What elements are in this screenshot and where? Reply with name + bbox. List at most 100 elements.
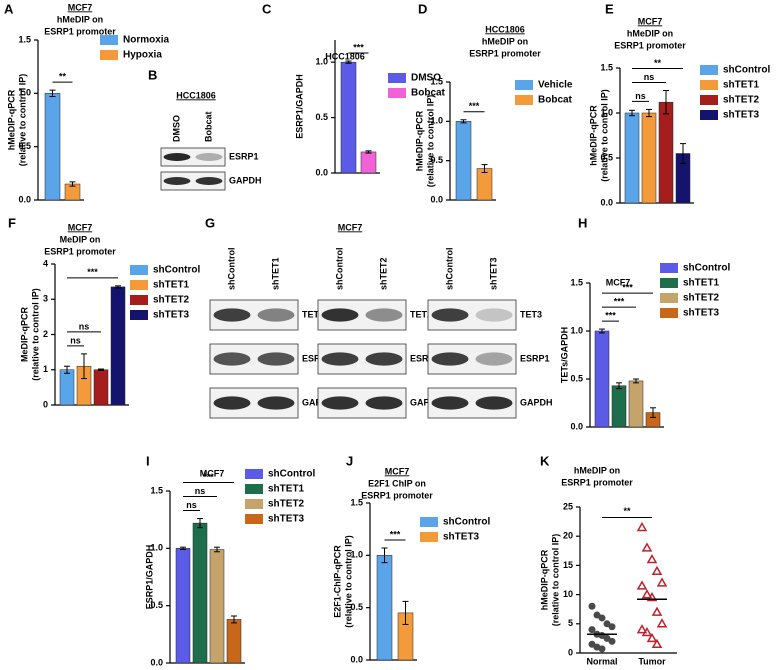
legend-swatch <box>388 88 406 98</box>
legend-swatch <box>130 310 148 320</box>
y-tick-label: 1.0 <box>600 107 613 117</box>
legend-swatch <box>420 532 438 542</box>
y-tick-label: 0 <box>43 399 48 409</box>
legend-swatch <box>700 110 718 120</box>
significance-label: *** <box>614 296 625 306</box>
blot-band <box>163 153 191 161</box>
significance-label: *** <box>390 529 401 539</box>
legend-label: shTET1 <box>268 484 305 495</box>
significance-label: *** <box>469 101 480 111</box>
legend-swatch <box>515 80 533 90</box>
legend-label: shTET3 <box>153 310 190 321</box>
y-axis-label: ESRP1/GAPDH <box>144 545 154 610</box>
y-tick-label: 3 <box>43 294 48 304</box>
data-point <box>636 521 648 532</box>
bar <box>658 101 674 204</box>
y-axis-label: (relative to control IP) <box>30 288 40 381</box>
y-tick-label: 25 <box>563 501 573 511</box>
row-label: GAPDH <box>229 175 262 185</box>
blot-band <box>257 396 295 410</box>
legend-swatch <box>245 484 263 494</box>
legend-label: shTET1 <box>723 80 760 91</box>
legend-swatch <box>100 50 118 60</box>
data-point <box>636 580 648 590</box>
chart-title: MCF7 <box>638 16 663 26</box>
legend-label: shTET2 <box>153 295 190 306</box>
y-tick-label: 1.5 <box>150 485 163 495</box>
row-label: GAPDH <box>520 397 553 407</box>
bar <box>93 369 109 406</box>
blot-membrane <box>427 343 517 375</box>
y-tick-label: 0.5 <box>315 112 328 122</box>
lane-label: shTET3 <box>488 257 498 290</box>
y-tick-label: 1 <box>43 364 48 374</box>
legend-swatch <box>245 514 263 524</box>
significance-label: *** <box>353 42 364 52</box>
blot-band <box>321 352 359 366</box>
chart-subtitle: hMeDIP on <box>57 14 103 24</box>
blot-band <box>431 396 469 410</box>
blot-band <box>195 153 223 161</box>
chart-title: MCF7 <box>385 466 410 476</box>
y-tick-label: 0.5 <box>570 373 583 383</box>
significance-label: ns <box>644 72 655 82</box>
blot-band <box>365 308 403 322</box>
y-axis-label: hMeDIP-qPCR <box>414 110 424 171</box>
y-tick-label: 0.0 <box>350 654 363 664</box>
legend-label: shTET3 <box>683 308 720 319</box>
bar <box>44 93 61 201</box>
legend-label: shControl <box>723 65 770 76</box>
blot-band <box>365 396 403 410</box>
blot-band <box>213 396 251 410</box>
blot-band <box>475 352 513 366</box>
panel-letter: J <box>346 453 353 468</box>
legend-swatch <box>130 280 148 290</box>
significance-label: ns <box>186 500 197 510</box>
blot-band <box>213 308 251 322</box>
x-tick-label: Normal <box>586 656 617 666</box>
bar <box>641 112 657 204</box>
bar <box>110 286 126 406</box>
blot-band <box>163 177 191 185</box>
y-axis-label: (relative to control IP) <box>599 89 609 182</box>
lane-label: shControl <box>226 248 236 291</box>
panel-letter: C <box>262 1 272 16</box>
significance-label: ** <box>654 58 662 68</box>
row-label: ESRP1 <box>302 353 332 363</box>
blot-band <box>431 352 469 366</box>
chart-subtitle: ESRP1 promoter <box>469 48 541 58</box>
legend-swatch <box>420 517 438 527</box>
bar <box>376 555 393 661</box>
legend-swatch <box>100 35 118 45</box>
chart-subtitle: ESRP1 promoter <box>561 477 633 487</box>
y-axis-label: ESRP1/GAPDH <box>294 74 304 139</box>
data-point <box>641 542 653 552</box>
y-tick-label: 0.5 <box>150 600 163 610</box>
legend-label: shTET3 <box>723 110 760 121</box>
chart-subtitle: E2F1 ChIP on <box>368 478 426 488</box>
y-axis-label: hMeDIP-qPCR <box>539 549 549 610</box>
significance-label: ** <box>623 506 631 516</box>
chart-subtitle: MeDIP on <box>60 234 101 244</box>
panel-letter: H <box>578 215 587 230</box>
bar <box>476 168 493 201</box>
bar <box>192 522 208 664</box>
y-tick-label: 1.0 <box>18 88 31 98</box>
row-label: ESRP1 <box>410 353 440 363</box>
legend-swatch <box>660 278 678 288</box>
y-tick-label: 1.0 <box>315 57 328 67</box>
y-axis-label: hMeDIP-qPCR <box>6 89 16 150</box>
legend-label: DMSO <box>411 73 441 84</box>
row-label: TET2 <box>410 309 432 319</box>
y-tick-label: 0.0 <box>430 194 443 204</box>
blot-band <box>257 308 295 322</box>
y-tick-label: 1.0 <box>150 543 163 553</box>
y-tick-label: 1.0 <box>350 550 363 560</box>
legend-label: shTET1 <box>153 280 190 291</box>
y-axis-label: MeDIP-qPCR <box>19 307 29 363</box>
chart-subtitle: hMeDIP on <box>482 36 528 46</box>
row-label: ESRP1 <box>520 353 550 363</box>
y-tick-label: 1.5 <box>600 62 613 72</box>
y-tick-label: 1.0 <box>430 116 443 126</box>
legend-label: shTET2 <box>683 293 720 304</box>
